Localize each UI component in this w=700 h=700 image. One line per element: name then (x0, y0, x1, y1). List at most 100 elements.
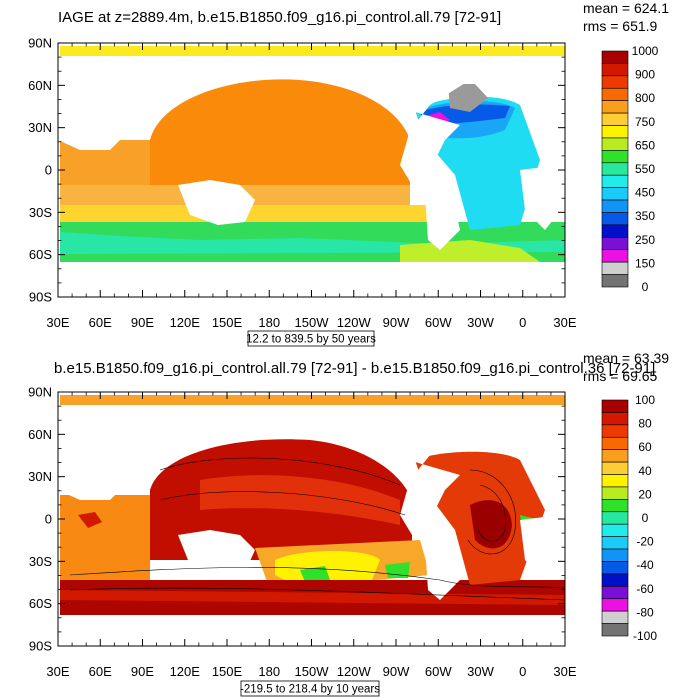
lon-tick-label: 0 (519, 315, 526, 330)
colorbar-label: 40 (638, 464, 652, 478)
colorbar-label: -60 (636, 582, 654, 596)
panel-1-mean: mean = 624.1 (583, 0, 669, 16)
indian-red-spot (78, 512, 102, 528)
colorbar-swatch (601, 249, 629, 263)
colorbar-swatch (601, 511, 629, 525)
lon-tick-label: 60E (89, 664, 112, 679)
colorbar-swatch (601, 523, 629, 537)
lon-tick-label: 180 (258, 664, 280, 679)
colorbar-swatch (601, 274, 629, 288)
panel-1: IAGE at z=2889.4m, b.e15.B1850.f09_g16.p… (28, 0, 669, 347)
colorbar-swatch (601, 499, 629, 513)
lon-tick-label: 90E (131, 315, 154, 330)
africa (520, 515, 565, 580)
lat-tick-label: 0 (45, 512, 52, 527)
lon-tick-label: 0 (519, 664, 526, 679)
colorbar-swatch (601, 112, 629, 126)
south-america (425, 185, 460, 250)
panel-2-rms: rms = 69.65 (583, 368, 658, 384)
colorbar-swatch (601, 536, 629, 550)
lon-tick-label: 180 (258, 315, 280, 330)
colorbar-label: 450 (635, 186, 655, 200)
south-america (425, 535, 460, 600)
lat-tick-label: 30S (29, 554, 52, 569)
lon-tick-label: 30E (46, 664, 69, 679)
colorbar-swatch (601, 75, 629, 89)
colorbar-label: 0 (642, 280, 649, 294)
colorbar-swatch (601, 100, 629, 114)
lon-tick-label: 30W (467, 315, 494, 330)
africa (520, 165, 565, 230)
colorbar-swatch (601, 586, 629, 600)
nordic-seas-gray (448, 84, 488, 112)
colorbar-swatch (601, 399, 629, 413)
colorbar-label: 1000 (632, 44, 659, 58)
lon-tick-label: 90E (131, 664, 154, 679)
antarctica (58, 615, 565, 646)
panel-1-map (58, 43, 565, 297)
contour-lines (69, 457, 565, 601)
pacific-basin (150, 79, 410, 200)
lon-tick-label: 150W (295, 664, 330, 679)
colorbar-label: -80 (636, 605, 654, 619)
colorbar-swatch (601, 237, 629, 251)
lat-tick-label: 30N (28, 469, 52, 484)
colorbar-swatch (601, 162, 629, 176)
equatorial-pacific (200, 475, 400, 525)
panel-2-axes: 90N 60N 30N 0 30S 60S 90S 30E 60E 90E 120E 150E 180 1… (28, 385, 577, 680)
colorbar-swatch (601, 174, 629, 188)
colorbar-swatch (601, 412, 629, 426)
panel-2-map (58, 392, 565, 646)
colorbar-label: 100 (635, 393, 655, 407)
panel-2-subtitle: -219.5 to 218.4 by 10 years (240, 684, 380, 696)
lat-tick-label: 60N (28, 78, 52, 93)
colorbar-label: 0 (642, 511, 649, 525)
colorbar-swatch (601, 449, 629, 463)
colorbar-label: 20 (638, 487, 652, 501)
lat-tick-label: 90S (29, 639, 52, 654)
australia (178, 530, 255, 575)
colorbar-swatch (601, 87, 629, 101)
panel-1-axes: 90N 60N 30N 0 30S 60S 90S 30E 60E 90E 120E 150E 180 1… (28, 36, 577, 331)
lon-tick-label: 150E (212, 315, 243, 330)
colorbar-label: 350 (635, 209, 655, 223)
panel-2: b.e15.B1850.f09_g16.pi_control.all.79 [7… (28, 350, 669, 697)
lon-tick-label: 60W (425, 315, 452, 330)
lon-tick-label: 120W (337, 315, 372, 330)
australia (178, 180, 255, 225)
lon-tick-label: 30W (467, 664, 494, 679)
colorbar-swatch (601, 548, 629, 562)
northern-landmass (58, 405, 565, 540)
colorbar-swatch (601, 63, 629, 77)
colorbar-swatch (601, 261, 629, 275)
south-pacific-green (300, 566, 330, 582)
colorbar-label: 150 (635, 256, 655, 270)
lon-tick-label: 60E (89, 315, 112, 330)
antarctica (58, 262, 565, 297)
panel-1-subtitle-box (247, 330, 375, 347)
colorbar-label: 650 (635, 138, 655, 152)
lat-tick-label: 30S (29, 205, 52, 220)
colorbar-label: 250 (635, 233, 655, 247)
panel-1-title: IAGE at z=2889.4m, b.e15.B1850.f09_g16.p… (58, 9, 501, 26)
colorbar-swatch (601, 50, 629, 64)
arctic-strip (60, 46, 565, 56)
colorbar-swatch (601, 474, 629, 488)
panel-1-rms: rms = 651.9 (583, 18, 658, 34)
colorbar-swatch (601, 610, 629, 624)
colorbar-label: 750 (635, 115, 655, 129)
lat-tick-label: 90N (28, 36, 52, 51)
colorbar-swatch (601, 187, 629, 201)
panel-2-mean: mean = 63.39 (583, 350, 669, 366)
lat-tick-label: 60N (28, 427, 52, 442)
indian-basin (60, 495, 150, 585)
panel-1-colorbar: 1000 900 800 750 650 550 450 350 250 150 0 (601, 44, 659, 294)
lon-tick-label: 30E (553, 664, 576, 679)
panel-2-subtitle-box (240, 680, 380, 697)
lon-tick-label: 120W (337, 664, 372, 679)
colorbar-swatch (601, 598, 629, 612)
colorbar-label: 60 (638, 440, 652, 454)
colorbar-swatch (601, 486, 629, 500)
lat-tick-label: 90N (28, 385, 52, 400)
